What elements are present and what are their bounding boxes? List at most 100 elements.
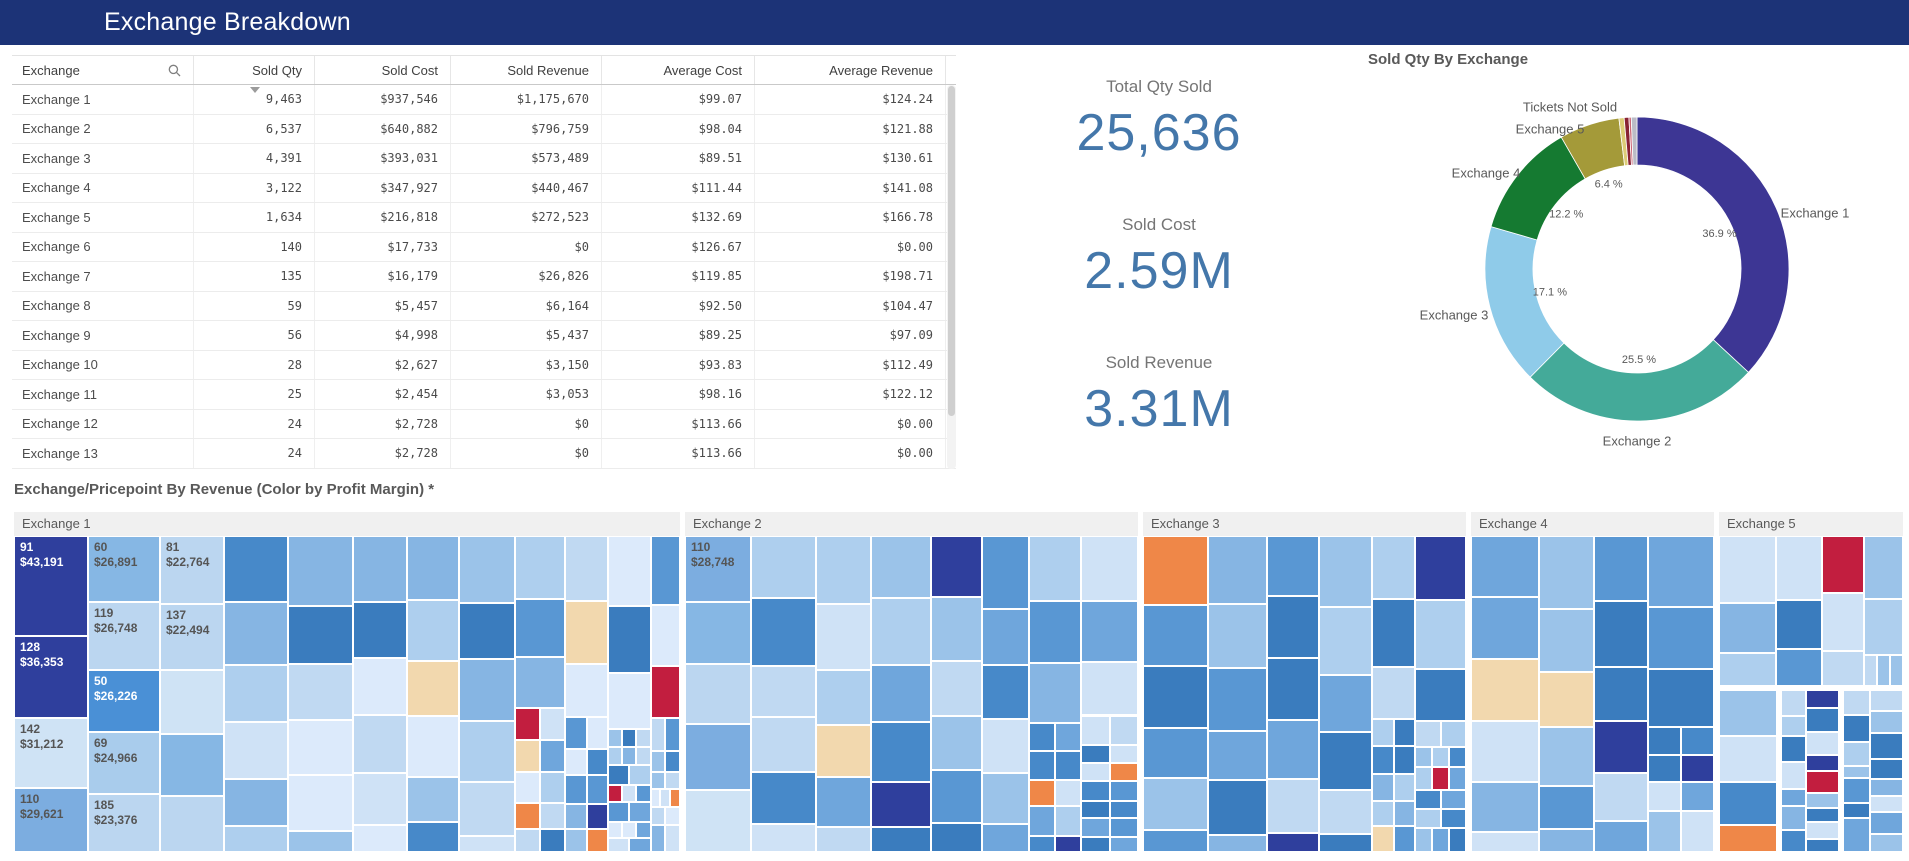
treemap-cell[interactable] bbox=[289, 720, 352, 774]
treemap-cell[interactable] bbox=[1720, 537, 1776, 603]
treemap-cell[interactable]: 137 $22,494 bbox=[161, 605, 223, 669]
treemap-cell[interactable] bbox=[1373, 826, 1393, 851]
treemap-cell[interactable] bbox=[566, 665, 607, 716]
treemap-cell[interactable] bbox=[225, 603, 288, 664]
treemap-cell[interactable] bbox=[1720, 736, 1776, 781]
column-header-average-cost[interactable]: Average Cost bbox=[602, 56, 755, 84]
treemap-cell[interactable] bbox=[871, 666, 930, 722]
treemap-cell[interactable] bbox=[516, 600, 565, 656]
treemap-cell[interactable] bbox=[1208, 669, 1267, 731]
treemap-cell[interactable] bbox=[982, 609, 1029, 664]
treemap-cell[interactable] bbox=[353, 537, 406, 602]
treemap-cell[interactable] bbox=[1416, 537, 1465, 600]
treemap-cell[interactable]: 110 $28,748 bbox=[686, 537, 750, 601]
treemap-cell[interactable] bbox=[1394, 719, 1415, 746]
treemap-cell[interactable] bbox=[651, 666, 679, 717]
treemap-cell[interactable] bbox=[566, 805, 586, 829]
treemap-cell[interactable] bbox=[982, 537, 1029, 608]
treemap-cell[interactable] bbox=[608, 786, 622, 802]
treemap-cell[interactable]: 69 $24,966 bbox=[89, 733, 159, 793]
treemap-cell[interactable] bbox=[871, 828, 930, 851]
treemap-cell[interactable] bbox=[1394, 747, 1415, 774]
treemap-cell[interactable] bbox=[1416, 790, 1440, 808]
treemap-cell[interactable] bbox=[1433, 768, 1449, 789]
treemap-cell[interactable] bbox=[1649, 812, 1681, 851]
treemap-cell[interactable] bbox=[1822, 537, 1863, 592]
treemap-cell[interactable] bbox=[1720, 691, 1776, 735]
treemap-cell[interactable] bbox=[1844, 803, 1870, 818]
treemap-cell[interactable] bbox=[1649, 669, 1713, 727]
treemap-cell[interactable] bbox=[1373, 719, 1393, 746]
treemap-cell[interactable] bbox=[353, 773, 406, 824]
treemap-cell[interactable] bbox=[1268, 834, 1318, 851]
treemap-cell[interactable] bbox=[1082, 716, 1109, 744]
treemap-cell[interactable] bbox=[1844, 716, 1870, 742]
treemap-cell[interactable] bbox=[982, 665, 1029, 718]
table-scrollbar[interactable] bbox=[947, 85, 956, 469]
treemap-cell[interactable] bbox=[630, 766, 650, 785]
column-header-exchange[interactable]: Exchange bbox=[12, 56, 194, 84]
treemap-cell[interactable] bbox=[1082, 764, 1109, 780]
treemap-cell[interactable] bbox=[1595, 774, 1648, 820]
treemap-cell[interactable] bbox=[1807, 755, 1838, 770]
treemap-cell[interactable] bbox=[608, 822, 622, 837]
treemap-cell[interactable]: 81 $22,764 bbox=[161, 537, 223, 603]
treemap-cell[interactable] bbox=[1373, 667, 1415, 718]
treemap-cell[interactable] bbox=[1540, 672, 1594, 726]
treemap-cell[interactable] bbox=[1782, 763, 1806, 788]
treemap-cell[interactable] bbox=[630, 838, 650, 851]
treemap-cell[interactable] bbox=[1030, 537, 1081, 600]
treemap-cell[interactable] bbox=[817, 828, 870, 851]
treemap-cell[interactable] bbox=[1472, 660, 1539, 721]
treemap-cell[interactable] bbox=[1082, 663, 1137, 715]
treemap-cell[interactable] bbox=[637, 786, 650, 802]
treemap-cell[interactable] bbox=[651, 826, 665, 851]
treemap-cell[interactable] bbox=[1890, 656, 1902, 685]
treemap-cell[interactable] bbox=[982, 719, 1029, 773]
treemap-cell[interactable] bbox=[459, 782, 515, 835]
cell-exchange[interactable]: Exchange 2 bbox=[12, 114, 194, 143]
treemap-cell[interactable] bbox=[1110, 801, 1137, 818]
treemap-cell[interactable] bbox=[752, 718, 816, 771]
treemap-cell[interactable] bbox=[541, 741, 565, 771]
treemap-cell[interactable] bbox=[407, 662, 458, 716]
treemap-cell[interactable] bbox=[407, 601, 458, 660]
treemap-cell[interactable] bbox=[1871, 813, 1902, 833]
treemap-cell[interactable] bbox=[666, 772, 679, 789]
treemap-cell[interactable] bbox=[608, 673, 650, 728]
treemap-cell[interactable] bbox=[666, 826, 679, 851]
treemap-cell[interactable] bbox=[1595, 668, 1648, 721]
treemap-cell[interactable] bbox=[459, 537, 515, 603]
treemap-cell[interactable] bbox=[1864, 656, 1876, 685]
treemap-cell[interactable] bbox=[161, 797, 223, 851]
treemap-cell[interactable] bbox=[1472, 722, 1539, 782]
treemap-cell[interactable] bbox=[651, 772, 665, 789]
treemap-cell[interactable] bbox=[1472, 598, 1539, 659]
treemap-cell[interactable] bbox=[1864, 600, 1902, 655]
treemap-cell[interactable] bbox=[587, 750, 607, 775]
treemap-cell[interactable] bbox=[1082, 537, 1137, 601]
treemap-cell[interactable] bbox=[1082, 838, 1109, 851]
treemap-cell[interactable] bbox=[817, 537, 870, 603]
cell-exchange[interactable]: Exchange 3 bbox=[12, 144, 194, 173]
treemap-cell[interactable] bbox=[982, 824, 1029, 851]
treemap-cell[interactable] bbox=[1144, 537, 1207, 605]
treemap-cell[interactable] bbox=[289, 537, 352, 606]
table-scrollbar-thumb[interactable] bbox=[948, 86, 955, 417]
treemap-cell[interactable] bbox=[651, 537, 679, 605]
treemap-cell[interactable] bbox=[1144, 831, 1207, 851]
cell-exchange[interactable]: Exchange 13 bbox=[12, 439, 194, 468]
treemap-cell[interactable] bbox=[1110, 764, 1137, 780]
treemap-cell[interactable] bbox=[1540, 786, 1594, 829]
treemap-cell[interactable] bbox=[637, 748, 650, 765]
treemap-cell[interactable] bbox=[1822, 593, 1863, 650]
treemap-cell[interactable] bbox=[1268, 597, 1318, 658]
treemap-cell[interactable] bbox=[1030, 780, 1055, 806]
treemap-cell[interactable] bbox=[1450, 748, 1465, 767]
treemap-cell[interactable] bbox=[1682, 728, 1713, 754]
treemap-cell[interactable] bbox=[608, 748, 622, 765]
treemap-cell[interactable] bbox=[1844, 779, 1870, 802]
treemap-cell[interactable] bbox=[1394, 801, 1415, 825]
treemap-cell[interactable] bbox=[1844, 691, 1870, 715]
treemap-cell[interactable] bbox=[1807, 733, 1838, 754]
